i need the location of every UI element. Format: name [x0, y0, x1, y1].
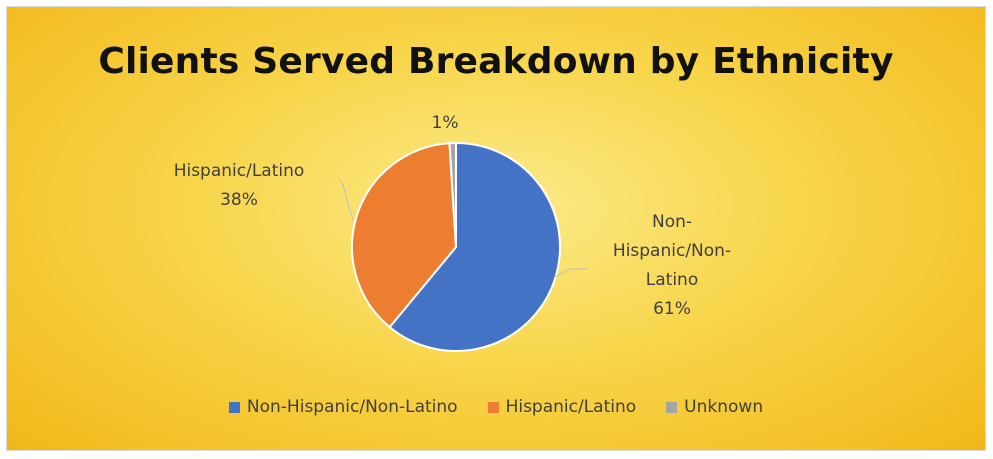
leader-line-hispanic — [338, 178, 354, 222]
legend-swatch-unknown — [666, 401, 678, 413]
legend-label-non-hispanic: Non-Hispanic/Non-Latino — [246, 397, 458, 417]
legend-label-unknown: Unknown — [684, 397, 764, 417]
data-label-non-hispanic: Non- Hispanic/Non- Latino 61% — [613, 212, 731, 319]
legend-item-hispanic: Hispanic/Latino — [487, 397, 637, 417]
legend-swatch-non-hispanic — [228, 401, 240, 413]
legend-swatch-hispanic — [487, 401, 499, 413]
data-label-line: Hispanic/Latino — [174, 161, 305, 181]
pie-slice-unknown — [448, 141, 457, 248]
pie-chart: Non- Hispanic/Non- Latino 61% Hispanic/Latin… — [174, 113, 731, 352]
leader-line-non-hispanic — [554, 268, 587, 278]
data-label-hispanic: Hispanic/Latino 38% — [174, 161, 305, 210]
data-label-line: 1% — [432, 113, 459, 133]
data-label-unknown: 1% — [432, 113, 459, 133]
legend-label-hispanic: Hispanic/Latino — [505, 397, 637, 417]
legend-item-unknown: Unknown — [666, 397, 763, 417]
data-label-line: Latino — [646, 270, 698, 290]
pie-slice-non-hispanic — [388, 141, 561, 352]
data-label-line: 38% — [220, 190, 258, 210]
legend: Non-Hispanic/Non-Latino Hispanic/Latino … — [7, 397, 985, 417]
pie-slice-hispanic — [351, 142, 458, 329]
data-label-line: Non- — [652, 212, 692, 232]
legend-item-non-hispanic: Non-Hispanic/Non-Latino — [228, 397, 458, 417]
chart-area: Clients Served Breakdown by Ethnicity No… — [6, 6, 986, 451]
chart-title: Clients Served Breakdown by Ethnicity — [98, 41, 894, 82]
data-label-line: 61% — [653, 299, 691, 319]
data-label-line: Hispanic/Non- — [613, 241, 731, 261]
